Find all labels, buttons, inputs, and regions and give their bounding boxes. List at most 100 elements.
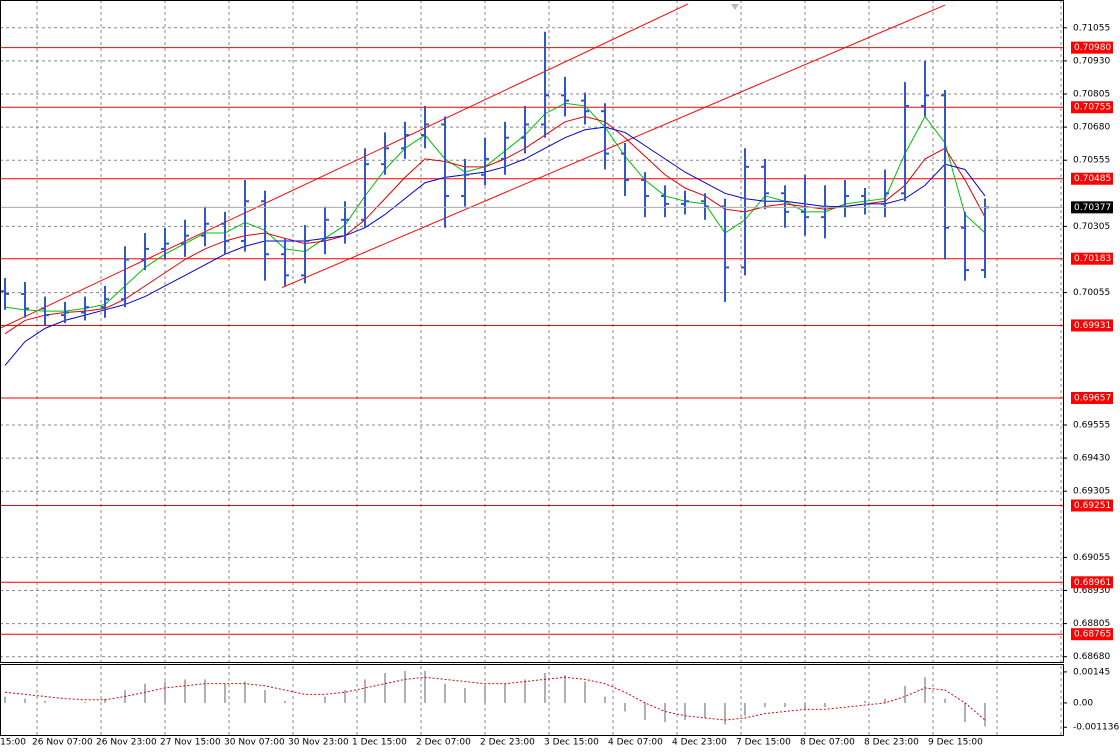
osc-bar xyxy=(84,701,86,703)
level-label-bg xyxy=(1071,252,1113,265)
level-label: 0.70980 xyxy=(1074,43,1111,53)
osc-bar xyxy=(284,700,286,703)
x-tick-label: 8 Dec 07:00 xyxy=(800,738,855,748)
x-tick-label: 26 Nov 23:00 xyxy=(96,738,157,748)
osc-bar xyxy=(24,698,26,703)
y-tick-label: 0.70930 xyxy=(1073,56,1110,66)
osc-bar xyxy=(964,702,966,723)
osc-bar xyxy=(164,681,166,703)
osc-bar xyxy=(484,685,486,703)
level-label: 0.68961 xyxy=(1074,578,1111,588)
osc-bar xyxy=(324,696,326,703)
osc-bar xyxy=(684,702,686,721)
shift-marker xyxy=(731,4,739,10)
x-tick-label: 27 Nov 15:00 xyxy=(160,738,221,748)
osc-bar xyxy=(884,698,886,703)
level-label-bg xyxy=(1071,172,1113,185)
osc-bar xyxy=(144,683,146,703)
osc-bar xyxy=(4,696,6,703)
main-pane-border xyxy=(0,0,1064,663)
osc-bar xyxy=(664,702,666,723)
osc-bar xyxy=(904,685,906,703)
y-tick-label: 0.70680 xyxy=(1073,123,1110,133)
level-label: 0.69657 xyxy=(1074,393,1111,403)
x-tick-label: 1 Dec 15:00 xyxy=(352,738,407,748)
osc-bar xyxy=(544,672,546,703)
osc-bar xyxy=(764,702,766,708)
osc-bar xyxy=(444,683,446,703)
level-label-bg xyxy=(1071,499,1113,512)
price-label-bg xyxy=(1071,201,1113,214)
x-tick-label: 3 Dec 15:00 xyxy=(544,738,599,748)
osc-bar xyxy=(704,702,706,718)
x-tick-label: 30 Nov 07:00 xyxy=(224,738,285,748)
osc-bar xyxy=(944,698,946,703)
osc-bar xyxy=(804,702,806,710)
level-label: 0.70183 xyxy=(1074,254,1111,264)
y-tick-label: 0.69305 xyxy=(1073,487,1110,497)
level-label-bg xyxy=(1071,101,1113,114)
osc-bar xyxy=(344,690,346,703)
osc-bar xyxy=(824,702,826,708)
level-label: 0.69251 xyxy=(1074,501,1111,511)
osc-bar xyxy=(604,696,606,703)
osc-y-tick-label: 0.00145 xyxy=(1073,667,1110,677)
osc-bar xyxy=(44,700,46,703)
y-tick-label: 0.70805 xyxy=(1073,90,1110,100)
x-tick-label: 2 Dec 07:00 xyxy=(416,738,471,748)
osc-bar xyxy=(244,681,246,703)
moving-average xyxy=(4,115,986,335)
osc-bar xyxy=(264,690,266,703)
y-tick-label: 0.68930 xyxy=(1073,586,1110,596)
y-tick-label: 0.69430 xyxy=(1073,454,1110,464)
x-tick-label: 2 Dec 23:00 xyxy=(480,738,535,748)
osc-bar xyxy=(564,675,566,703)
level-label-bg xyxy=(1071,576,1113,589)
osc-bar xyxy=(784,702,786,708)
osc-y-tick-label: 0.00 xyxy=(1073,698,1093,708)
osc-pane-border xyxy=(0,664,1064,736)
osc-bar xyxy=(464,687,466,703)
x-tick-label: 4 Dec 23:00 xyxy=(672,738,727,748)
level-label-bg xyxy=(1071,319,1113,332)
osc-bar xyxy=(724,702,726,725)
price-label: 0.70377 xyxy=(1074,203,1111,213)
y-tick-label: 0.68680 xyxy=(1073,652,1110,662)
y-tick-label: 0.70555 xyxy=(1073,156,1110,166)
y-tick-label: 0.69555 xyxy=(1073,421,1110,431)
level-label-bg xyxy=(1071,391,1113,404)
x-tick-label: 30 Nov 23:00 xyxy=(288,738,349,748)
x-tick-label: 8 Dec 23:00 xyxy=(864,738,919,748)
osc-bar xyxy=(364,679,366,703)
osc-bar xyxy=(864,700,866,703)
trendline xyxy=(0,3,689,329)
level-label: 0.70485 xyxy=(1074,174,1111,184)
osc-bar xyxy=(424,670,426,703)
y-tick-label: 0.68805 xyxy=(1073,619,1110,629)
osc-bar xyxy=(924,677,926,703)
x-tick-label: 15:00 xyxy=(0,738,26,748)
osc-bar xyxy=(504,683,506,703)
level-label: 0.69931 xyxy=(1074,321,1111,331)
level-label: 0.68765 xyxy=(1074,630,1111,640)
x-tick-label: 9 Dec 15:00 xyxy=(928,738,983,748)
osc-bar xyxy=(624,702,626,712)
osc-bar xyxy=(584,681,586,703)
osc-signal xyxy=(4,676,986,721)
level-label-bg xyxy=(1071,41,1113,54)
x-tick-label: 7 Dec 15:00 xyxy=(736,738,791,748)
osc-bar xyxy=(404,670,406,703)
moving-average xyxy=(4,102,986,312)
osc-bar xyxy=(184,679,186,703)
osc-bar xyxy=(204,679,206,703)
x-tick-label: 26 Nov 07:00 xyxy=(32,738,93,748)
osc-bar xyxy=(224,683,226,703)
y-tick-label: 0.71055 xyxy=(1073,23,1110,33)
level-label: 0.70755 xyxy=(1074,103,1111,113)
osc-bar xyxy=(744,702,746,716)
osc-bar xyxy=(984,702,986,727)
y-tick-label: 0.70055 xyxy=(1073,288,1110,298)
osc-bar xyxy=(104,698,106,703)
